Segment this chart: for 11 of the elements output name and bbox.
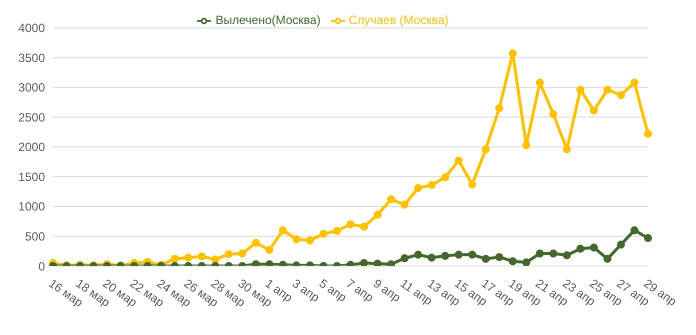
y-tick-label: 1000 bbox=[18, 200, 46, 214]
y-tick-label: 0 bbox=[38, 259, 46, 274]
y-tick-label: 3500 bbox=[18, 50, 46, 65]
legend-label: Случаев (Москва) bbox=[348, 13, 449, 27]
y-tick-label: 2000 bbox=[18, 140, 46, 154]
y-tick-label: 4000 bbox=[18, 21, 46, 36]
y-tick-label: 1500 bbox=[18, 170, 46, 184]
legend-label: Вылечено(Москва) bbox=[215, 13, 321, 27]
y-tick-label: 500 bbox=[24, 229, 46, 244]
y-tick-label: 2500 bbox=[18, 110, 46, 124]
y-tick-label: 3000 bbox=[18, 80, 46, 95]
